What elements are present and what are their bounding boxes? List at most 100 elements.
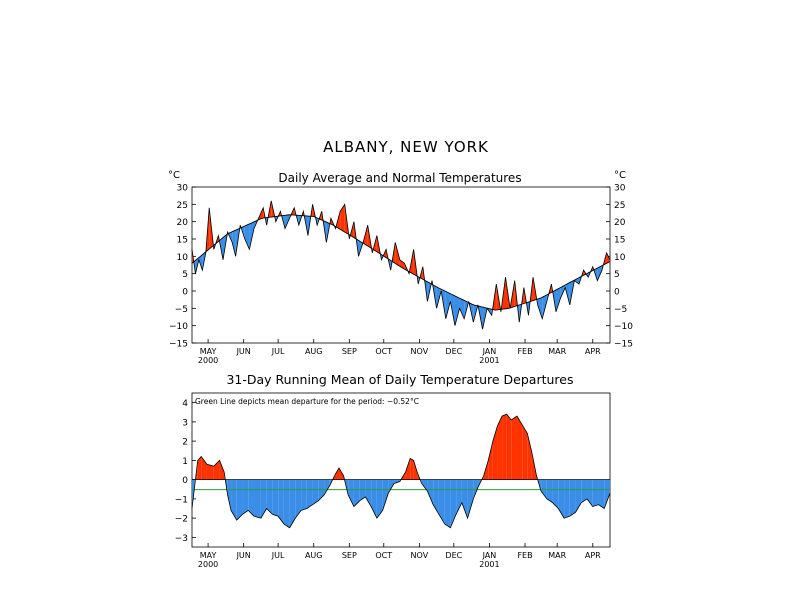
negative-departure-fill (312, 479, 319, 505)
negative-departure-fill (467, 479, 474, 519)
x-tick-label: NOV (411, 347, 429, 356)
y-tick-label-right: −5 (614, 305, 627, 315)
negative-departure-fill (348, 479, 354, 507)
y-tick-label: 30 (177, 184, 189, 194)
x-tick-label: JUN (236, 347, 251, 356)
x-tick-label: MAY (200, 551, 217, 560)
negative-departure-fill (394, 479, 400, 484)
y-tick-label: 25 (177, 201, 188, 211)
running-mean-line (191, 413, 611, 529)
negative-departure-fill (461, 479, 468, 519)
negative-departure-fill (359, 479, 366, 501)
y-tick-label-right: 25 (614, 201, 625, 211)
x-tick-year: 2001 (479, 356, 499, 365)
below-normal-fill (542, 294, 547, 319)
below-normal-fill (459, 298, 465, 319)
y-tick-label: −5 (175, 305, 188, 315)
positive-departure-fill (492, 425, 498, 480)
temperature-y-label-right: °C (614, 170, 626, 181)
below-normal-fill (244, 223, 250, 250)
x-tick-label: APR (585, 551, 601, 560)
x-tick-label: OCT (375, 551, 392, 560)
x-tick-year: 2000 (198, 560, 218, 569)
x-tick-label: SEP (342, 347, 357, 356)
negative-departure-fill (324, 479, 330, 496)
y-tick-label-right: 10 (614, 253, 626, 263)
negative-departure-fill (427, 479, 434, 505)
negative-departure-fill (546, 479, 553, 503)
negative-departure-fill (353, 479, 360, 507)
y-tick-label: 4 (182, 399, 188, 409)
positive-departure-fill (502, 414, 507, 480)
temperature-fill-group (192, 200, 610, 330)
below-normal-fill (556, 287, 561, 312)
x-tick-label: SEP (342, 551, 357, 560)
below-normal-fill (445, 291, 451, 319)
y-tick-label: −10 (169, 322, 188, 332)
x-tick-label: JUL (271, 551, 285, 560)
x-tick-label: JUL (271, 347, 285, 356)
below-normal-fill (454, 295, 460, 326)
negative-departure-fill (421, 479, 428, 492)
negative-departure-fill (444, 479, 451, 528)
negative-departure-fill (564, 479, 570, 519)
positive-departure-fill (506, 414, 512, 480)
y-tick-label: 3 (182, 418, 188, 428)
plot-frame (191, 186, 611, 344)
figure-title: ALBANY, NEW YORK (323, 138, 489, 156)
x-tick-label: JAN (482, 347, 497, 356)
positive-departure-fill (201, 456, 207, 480)
positive-departure-fill (335, 468, 339, 480)
negative-departure-fill (260, 479, 267, 519)
x-tick-label: JUN (236, 551, 251, 560)
positive-departure-fill (511, 416, 517, 480)
positive-departure-fill (338, 468, 344, 480)
y-tick-label: 5 (182, 270, 188, 280)
negative-departure-fill (552, 479, 559, 509)
below-normal-fill (198, 254, 203, 271)
normal-temperature-line (191, 214, 611, 311)
negative-departure-fill (450, 479, 457, 528)
positive-departure-fill (410, 458, 414, 480)
below-normal-fill (232, 230, 236, 257)
x-tick-label: FEB (517, 551, 532, 560)
negative-departure-fill (306, 479, 313, 509)
negative-departure-fill (242, 479, 249, 515)
y-tick-label: −3 (175, 534, 188, 544)
negative-departure-fill (248, 479, 255, 517)
x-tick-label: MAR (548, 347, 566, 356)
x-tick-label: MAY (200, 347, 217, 356)
y-tick-label-right: 20 (614, 218, 626, 228)
x-tick-year: 2000 (198, 356, 218, 365)
negative-departure-fill (236, 479, 243, 521)
negative-departure-fill (438, 479, 445, 524)
below-normal-fill (597, 265, 602, 281)
x-tick-label: AUG (305, 551, 323, 560)
negative-departure-fill (283, 479, 290, 528)
y-tick-label: 2 (182, 438, 188, 448)
y-tick-label: −1 (175, 495, 188, 505)
daily-average-line (191, 200, 611, 330)
negative-departure-fill (592, 479, 599, 507)
positive-departure-fill (405, 458, 411, 480)
above-normal-fill (340, 204, 345, 233)
y-tick-label: 0 (182, 476, 188, 486)
y-tick-label-right: 0 (614, 288, 620, 298)
below-normal-fill (537, 297, 543, 319)
negative-departure-fill (272, 479, 279, 517)
negative-departure-fill (266, 479, 273, 515)
positive-departure-fill (516, 416, 523, 480)
x-tick-label: JAN (482, 551, 497, 560)
negative-departure-fill (433, 479, 439, 515)
y-tick-label-right: 30 (614, 184, 626, 194)
below-normal-fill (574, 277, 579, 285)
departure-chart: 31-Day Running Mean of Daily Temperature… (175, 372, 611, 569)
negative-departure-fill (575, 479, 582, 513)
y-tick-label: 20 (177, 218, 189, 228)
negative-departure-fill (301, 479, 307, 511)
positive-departure-fill (197, 456, 202, 480)
y-tick-label-right: −15 (614, 340, 633, 350)
temperature-y-label-left: °C (168, 170, 180, 181)
y-tick-label-right: 15 (614, 236, 625, 246)
